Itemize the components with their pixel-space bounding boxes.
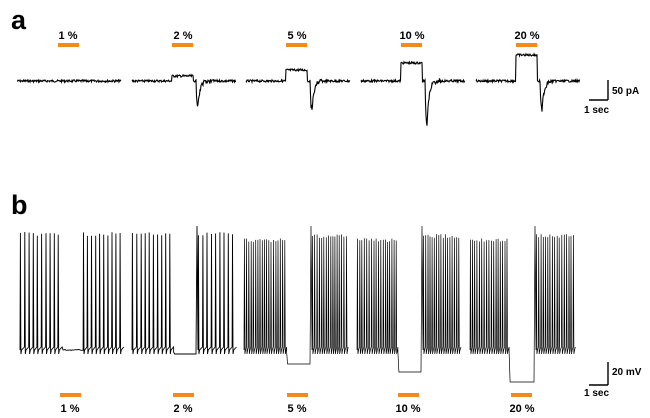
panel-a-stim-bar-2 xyxy=(172,43,193,47)
panel-b: b 1 % 2 % 5 % 10 % 20 % 20 mV 1 sec xyxy=(11,190,642,415)
panel-b-stim-bar-3 xyxy=(287,393,308,397)
panel-b-stim-label-2: 2 % xyxy=(174,403,193,415)
panel-b-trace-2 xyxy=(131,225,237,355)
panel-b-letter: b xyxy=(11,190,28,220)
panel-a-stim-bar-3 xyxy=(286,43,307,47)
panel-a-trace-2 xyxy=(131,73,237,107)
panel-b-scalebar-time: 1 sec xyxy=(584,388,609,399)
panel-b-stim-label-5: 20 % xyxy=(509,403,534,415)
panel-a-scalebar-amplitude: 50 pA xyxy=(612,86,639,97)
panel-a: a 1 % 2 % 5 % 10 % 20 % 50 pA 1 sec xyxy=(11,5,639,126)
panel-a-stim-bar-5 xyxy=(516,43,537,47)
panel-a-scalebar-time: 1 sec xyxy=(584,105,609,116)
panel-a-trace-4 xyxy=(360,60,466,126)
panel-b-trace-1 xyxy=(19,231,125,355)
panel-a-scalebar-lines xyxy=(589,80,609,101)
panel-a-trace-3 xyxy=(245,67,351,110)
panel-b-stim-bar-1 xyxy=(60,393,81,397)
panel-a-stim-label-1: 1 % xyxy=(59,30,78,42)
panel-a-current-traces xyxy=(16,51,581,126)
panel-b-trace-4 xyxy=(356,225,462,373)
panel-b-stim-label-3: 5 % xyxy=(288,403,307,415)
panel-a-stim-label-2: 2 % xyxy=(174,30,193,42)
panel-a-trace-1 xyxy=(16,78,122,85)
panel-b-scalebar-lines xyxy=(589,362,609,386)
panel-a-stim-label-4: 10 % xyxy=(399,30,424,42)
panel-b-stim-bar-5 xyxy=(511,393,532,397)
panel-a-scalebar: 50 pA 1 sec xyxy=(584,80,639,116)
panel-a-stim-bar-1 xyxy=(58,43,79,47)
panel-b-stim-bar-2 xyxy=(173,393,194,397)
panel-b-trace-5 xyxy=(469,225,576,383)
panel-b-scalebar-amplitude: 20 mV xyxy=(612,367,642,378)
panel-b-stim-label-4: 10 % xyxy=(395,403,420,415)
panel-a-letter: a xyxy=(11,5,27,35)
panel-a-trace-5 xyxy=(475,51,581,112)
panel-b-stim-bar-4 xyxy=(398,393,419,397)
panel-a-stim-label-3: 5 % xyxy=(288,30,307,42)
panel-b-stimulus-bars xyxy=(60,393,532,397)
panel-b-voltage-traces xyxy=(19,225,576,383)
panel-b-trace-3 xyxy=(243,225,349,365)
panel-b-scalebar: 20 mV 1 sec xyxy=(584,362,642,399)
panel-a-stimulus-bars xyxy=(58,43,537,47)
panel-a-stim-label-5: 20 % xyxy=(514,30,539,42)
panel-a-stim-bar-4 xyxy=(401,43,422,47)
panel-b-stim-label-1: 1 % xyxy=(61,403,80,415)
